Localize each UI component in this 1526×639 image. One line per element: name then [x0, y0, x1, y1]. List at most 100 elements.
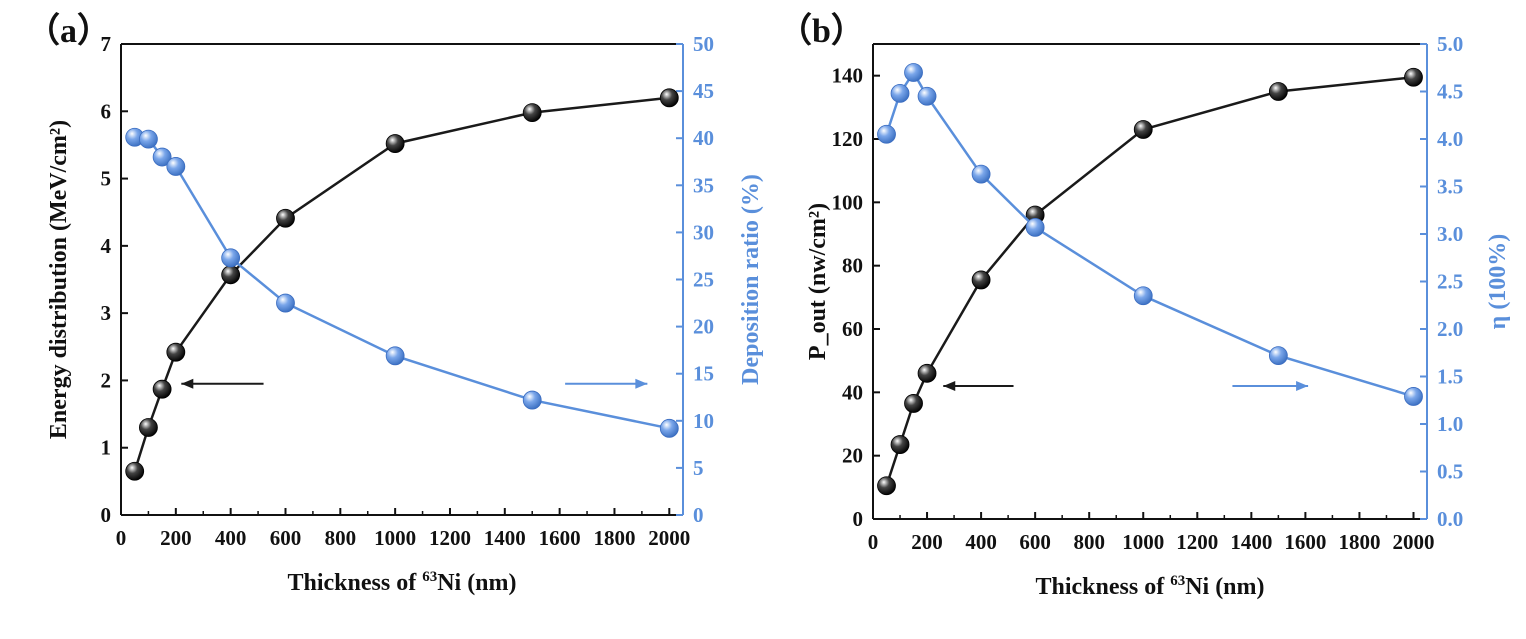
y-tick-label: 100	[832, 190, 864, 214]
y2-tick-label: 40	[693, 126, 714, 150]
data-point-right	[522, 390, 542, 410]
y2-tick-label: 3.5	[1437, 175, 1463, 199]
arrow-head	[1296, 381, 1309, 391]
x-tick-label: 600	[1019, 530, 1051, 554]
x-tick-label: 800	[1073, 530, 1105, 554]
y2-tick-label: 0.0	[1437, 507, 1463, 531]
y-tick-label: 20	[842, 444, 863, 468]
data-point-left	[139, 418, 158, 437]
y2-tick-label: 0.5	[1437, 460, 1463, 484]
y2-tick-label: 5.0	[1437, 32, 1463, 56]
y-tick-label: 7	[101, 32, 112, 56]
data-point-right	[1268, 346, 1288, 366]
y2-tick-label: 20	[693, 315, 714, 339]
data-point-right	[971, 164, 991, 184]
data-point-right	[139, 129, 158, 149]
data-point-right	[917, 86, 937, 106]
data-point-right	[385, 346, 405, 366]
chart-panel-b: （b）0 200 400 600 800 1000 1200 1400 1600 1800 2000…	[778, 11, 1511, 600]
x-tick-label: 0	[868, 530, 879, 554]
y-tick-label: 1	[101, 436, 112, 460]
y-tick-label: 5	[101, 167, 112, 191]
x-tick-label: 1800	[593, 526, 635, 550]
arrow-head	[635, 378, 648, 389]
x-tick-label: 400	[965, 530, 997, 554]
x-tick-label: 1000	[374, 526, 416, 550]
data-point-right	[152, 147, 172, 167]
y-tick-label: 4	[101, 234, 112, 258]
y-tick-label: 40	[842, 380, 863, 404]
x-tick-label: 1800	[1338, 530, 1380, 554]
x-tick-label: 1000	[1122, 530, 1164, 554]
data-point-right	[659, 418, 679, 438]
data-point-right	[221, 248, 241, 268]
data-point-left	[971, 270, 991, 290]
x-tick-label: 1400	[1230, 530, 1272, 554]
y-tick-label: 0	[101, 503, 112, 527]
data-point-left	[890, 435, 910, 454]
y2-tick-label: 35	[693, 173, 714, 197]
y2-tick-label: 25	[693, 268, 714, 292]
data-point-right	[166, 157, 186, 176]
y2-tick-label: 3.0	[1437, 222, 1463, 246]
data-point-left	[385, 134, 405, 153]
data-point-right	[904, 63, 923, 82]
data-point-right	[1025, 217, 1045, 237]
x-tick-label: 0	[116, 526, 127, 550]
data-point-left	[904, 394, 923, 413]
data-point-right	[1133, 286, 1153, 306]
x-axis-title: Thickness of 63Ni (nm)	[1035, 573, 1264, 600]
y2-tick-label: 50	[693, 32, 714, 56]
data-point-right	[276, 293, 295, 313]
arrow-head	[943, 381, 956, 391]
y2-tick-label: 1.0	[1437, 412, 1463, 436]
y2-tick-label: 45	[693, 79, 714, 103]
x-tick-label: 1600	[1284, 530, 1326, 554]
x-tick-label: 800	[325, 526, 357, 550]
data-point-left	[125, 461, 145, 481]
data-point-left	[522, 103, 542, 123]
x-tick-label: 1400	[484, 526, 526, 550]
series-line-right	[885, 70, 1414, 398]
y-tick-label: 60	[842, 317, 863, 341]
y-tick-label: 0	[853, 507, 864, 531]
x-tick-label: 200	[160, 526, 192, 550]
x-tick-label: 1600	[539, 526, 581, 550]
y-tick-label: 120	[832, 127, 864, 151]
y2-tick-label: 4.0	[1437, 127, 1463, 151]
y-tick-label: 6	[101, 99, 112, 123]
x-tick-label: 200	[911, 530, 943, 554]
data-point-left	[1133, 120, 1153, 139]
y2-tick-label: 4.5	[1437, 80, 1463, 104]
data-point-left	[166, 342, 186, 362]
chart-panel-a: （a）0 200 400 600 800 1000 1200 1400 1600 1800 2000…	[26, 11, 764, 596]
arrow-head	[181, 378, 194, 389]
y2-tick-label: 15	[693, 362, 714, 386]
series-line-left	[133, 96, 670, 472]
y2-tick-label: 30	[693, 220, 714, 244]
data-point-left	[152, 379, 172, 399]
x-tick-label: 1200	[1176, 530, 1218, 554]
y-tick-label: 2	[101, 368, 112, 392]
x-tick-label: 2000	[648, 526, 690, 550]
data-point-left	[877, 476, 896, 496]
y2-tick-label: 2.5	[1437, 270, 1463, 294]
y2-tick-label: 5	[693, 456, 704, 480]
data-point-left	[276, 208, 295, 228]
panel-label: （a）	[26, 11, 111, 50]
data-point-right	[890, 84, 910, 103]
x-tick-label: 400	[215, 526, 247, 550]
x-tick-label: 600	[270, 526, 302, 550]
panel-label: （b）	[778, 11, 865, 50]
y2-axis-title: Deposition ratio (%)	[738, 174, 764, 385]
y2-axis-title: η (100%)	[1485, 234, 1511, 330]
data-point-left	[917, 363, 937, 383]
data-point-right	[877, 124, 896, 144]
y-tick-label: 80	[842, 254, 863, 278]
data-point-left	[659, 88, 679, 108]
y2-tick-label: 0	[693, 503, 704, 527]
x-tick-label: 2000	[1392, 530, 1434, 554]
y-tick-label: 3	[101, 301, 112, 325]
x-tick-label: 1200	[429, 526, 471, 550]
